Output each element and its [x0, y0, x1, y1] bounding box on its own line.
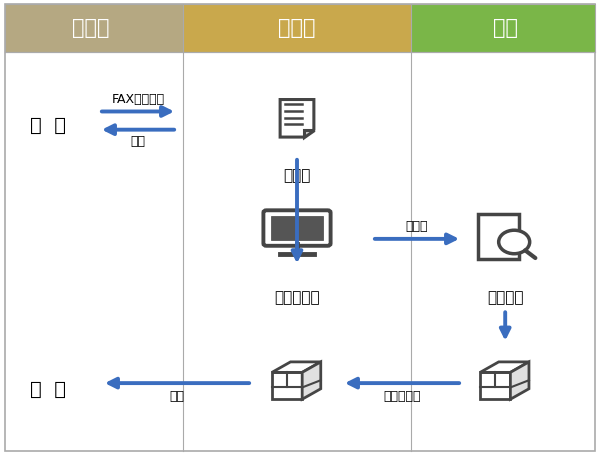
FancyBboxPatch shape	[478, 214, 520, 259]
Text: データ転送: データ転送	[274, 291, 320, 305]
Text: 注文書: 注文書	[283, 168, 311, 182]
Text: 販売店: 販売店	[73, 18, 110, 38]
Text: 出庫・配送: 出庫・配送	[383, 390, 421, 403]
Text: 発  注: 発 注	[30, 116, 66, 135]
Text: 確認: 確認	[131, 135, 146, 148]
Bar	[411, 4, 595, 52]
Bar	[271, 216, 323, 240]
Text: 在庫確認: 在庫確認	[487, 291, 523, 305]
Text: 営業所: 営業所	[278, 18, 316, 38]
FancyBboxPatch shape	[5, 4, 595, 451]
Circle shape	[499, 230, 530, 254]
Bar	[5, 4, 183, 52]
Bar	[183, 4, 411, 52]
Polygon shape	[272, 362, 321, 372]
Polygon shape	[480, 362, 529, 372]
Text: FAX・メール: FAX・メール	[112, 92, 164, 106]
FancyBboxPatch shape	[263, 210, 331, 246]
Polygon shape	[272, 372, 302, 399]
Text: 納  品: 納 品	[30, 379, 66, 399]
Text: 発送: 発送	[170, 390, 185, 403]
Polygon shape	[280, 100, 314, 137]
Polygon shape	[511, 362, 529, 399]
Text: メール: メール	[406, 220, 428, 233]
Polygon shape	[304, 130, 314, 137]
Polygon shape	[302, 362, 321, 399]
Text: 倉庫: 倉庫	[493, 18, 518, 38]
Polygon shape	[480, 372, 511, 399]
